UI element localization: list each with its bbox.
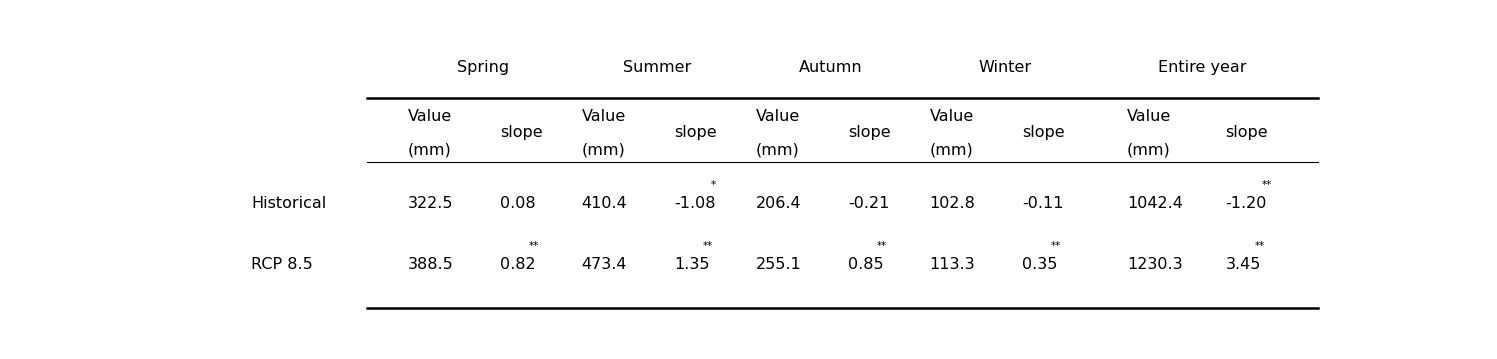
Text: **: ** xyxy=(1051,241,1061,251)
Text: 113.3: 113.3 xyxy=(930,257,975,272)
Text: -1.20: -1.20 xyxy=(1226,196,1266,211)
Text: 102.8: 102.8 xyxy=(930,196,976,211)
Text: slope: slope xyxy=(1226,125,1268,140)
Text: **: ** xyxy=(1262,181,1271,190)
Text: Spring: Spring xyxy=(457,60,509,75)
Text: RCP 8.5: RCP 8.5 xyxy=(251,257,313,272)
Text: Value: Value xyxy=(581,109,626,124)
Text: 0.85: 0.85 xyxy=(849,257,885,272)
Text: slope: slope xyxy=(849,125,891,140)
Text: Value: Value xyxy=(1127,109,1171,124)
Text: 206.4: 206.4 xyxy=(756,196,801,211)
Text: Autumn: Autumn xyxy=(799,60,862,75)
Text: Value: Value xyxy=(407,109,452,124)
Text: 0.35: 0.35 xyxy=(1022,257,1058,272)
Text: -1.08: -1.08 xyxy=(675,196,716,211)
Text: (mm): (mm) xyxy=(1127,142,1171,157)
Text: 410.4: 410.4 xyxy=(581,196,627,211)
Text: **: ** xyxy=(528,241,539,251)
Text: (mm): (mm) xyxy=(407,142,451,157)
Text: (mm): (mm) xyxy=(756,142,799,157)
Text: (mm): (mm) xyxy=(581,142,626,157)
Text: 0.82: 0.82 xyxy=(500,257,536,272)
Text: (mm): (mm) xyxy=(930,142,973,157)
Text: 388.5: 388.5 xyxy=(407,257,454,272)
Text: Value: Value xyxy=(756,109,799,124)
Text: Entire year: Entire year xyxy=(1159,60,1247,75)
Text: 1.35: 1.35 xyxy=(675,257,710,272)
Text: 322.5: 322.5 xyxy=(407,196,454,211)
Text: Historical: Historical xyxy=(251,196,326,211)
Text: **: ** xyxy=(1254,241,1265,251)
Text: -0.11: -0.11 xyxy=(1022,196,1064,211)
Text: 473.4: 473.4 xyxy=(581,257,627,272)
Text: Value: Value xyxy=(930,109,975,124)
Text: 1042.4: 1042.4 xyxy=(1127,196,1183,211)
Text: -0.21: -0.21 xyxy=(849,196,889,211)
Text: 3.45: 3.45 xyxy=(1226,257,1260,272)
Text: slope: slope xyxy=(675,125,717,140)
Text: 0.08: 0.08 xyxy=(500,196,536,211)
Text: 1230.3: 1230.3 xyxy=(1127,257,1183,272)
Text: **: ** xyxy=(877,241,888,251)
Text: slope: slope xyxy=(1022,125,1064,140)
Text: Winter: Winter xyxy=(979,60,1031,75)
Text: *: * xyxy=(711,181,716,190)
Text: Summer: Summer xyxy=(623,60,692,75)
Text: 255.1: 255.1 xyxy=(756,257,801,272)
Text: slope: slope xyxy=(500,125,543,140)
Text: **: ** xyxy=(704,241,714,251)
